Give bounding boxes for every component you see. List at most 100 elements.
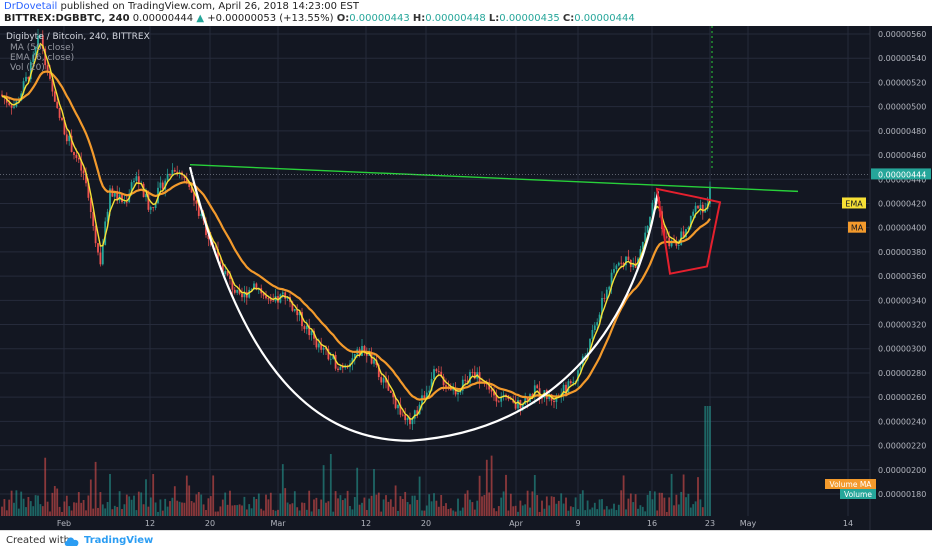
legend-ma[interactable]: MA (50, close) bbox=[10, 43, 74, 53]
time-tick-label: 12 bbox=[361, 519, 371, 528]
volume-bar bbox=[425, 505, 428, 516]
price-tick-label: 0.00000360 bbox=[878, 272, 926, 281]
candle-body bbox=[428, 390, 431, 393]
last-price-badge bbox=[871, 168, 931, 180]
candle-body bbox=[562, 384, 565, 395]
candle-body bbox=[709, 186, 711, 204]
volume-badge bbox=[825, 479, 876, 489]
volume-bar bbox=[44, 457, 47, 516]
handle-pennant[interactable] bbox=[655, 187, 722, 275]
volume-bar bbox=[207, 498, 210, 516]
candle-body bbox=[46, 65, 49, 72]
candle-body bbox=[25, 76, 27, 82]
time-ticks: Feb 12 20 Mar 12 20 Apr 9 16 23 May 14 bbox=[57, 519, 853, 528]
volume-bar bbox=[605, 506, 608, 516]
volume-bar bbox=[25, 507, 27, 516]
candle-body bbox=[193, 192, 195, 201]
candle-body bbox=[682, 231, 685, 238]
candle-body bbox=[579, 366, 582, 371]
candle-body bbox=[317, 343, 320, 348]
volume-bar bbox=[454, 511, 457, 516]
volume-bar bbox=[159, 499, 162, 516]
candle-body bbox=[219, 261, 222, 264]
time-tick-label: Mar bbox=[270, 519, 286, 528]
volume-bar bbox=[517, 511, 519, 516]
candle-body bbox=[298, 312, 301, 316]
candle-body bbox=[694, 205, 697, 212]
volume-bar bbox=[70, 510, 73, 516]
candle-body bbox=[320, 343, 323, 350]
volume-bar bbox=[689, 507, 692, 516]
candle-body bbox=[329, 358, 332, 360]
last-price-badge-label: 0.00000444 bbox=[878, 170, 926, 179]
candle-body bbox=[125, 201, 128, 203]
price-tick-label: 0.00000200 bbox=[878, 466, 926, 475]
candle-body bbox=[577, 370, 579, 382]
volume-bar bbox=[310, 511, 313, 516]
volume-bar bbox=[656, 510, 659, 516]
candle-body bbox=[39, 35, 42, 37]
price-scale[interactable] bbox=[870, 26, 932, 530]
volume-bar bbox=[397, 510, 399, 516]
volume-badge-label: Volume bbox=[844, 490, 872, 499]
candle-body bbox=[473, 372, 476, 379]
volume-bar bbox=[171, 497, 174, 516]
ohlc-line: BITTREX:DGBBTC, 240 0.00000444 ▲ +0.0000… bbox=[4, 13, 635, 24]
volume-bar bbox=[531, 491, 534, 516]
resistance-trendline[interactable] bbox=[189, 164, 799, 193]
volume-bar bbox=[344, 498, 347, 516]
volume-bar bbox=[706, 406, 709, 516]
volume-bar bbox=[10, 490, 13, 516]
candle-body bbox=[572, 381, 575, 384]
candle-body bbox=[272, 300, 275, 302]
volume-bar bbox=[243, 496, 246, 516]
candle-body bbox=[188, 182, 191, 187]
legend-ema[interactable]: EMA (6, close) bbox=[10, 53, 74, 63]
candle-body bbox=[85, 173, 87, 184]
volume-bar bbox=[61, 511, 63, 516]
volume-bar bbox=[224, 492, 227, 516]
candle-body bbox=[497, 401, 500, 403]
candle-body bbox=[459, 390, 462, 393]
candle-body bbox=[673, 240, 675, 242]
volume-bar bbox=[399, 496, 402, 516]
price-chart[interactable]: 0.00000560 0.00000540 0.00000520 0.00000500… bbox=[0, 26, 932, 530]
volume-bar bbox=[147, 506, 150, 516]
volume-bar bbox=[142, 504, 145, 516]
candle-body bbox=[241, 293, 243, 298]
price-tick-label: 0.00000420 bbox=[878, 199, 926, 208]
cup-curve[interactable] bbox=[188, 166, 660, 442]
volume-bar bbox=[298, 510, 301, 516]
volume-bar bbox=[661, 492, 663, 516]
candle-body bbox=[433, 369, 435, 380]
volume-bar bbox=[646, 494, 649, 516]
candle-body bbox=[109, 188, 111, 212]
volume-bar bbox=[464, 493, 467, 516]
candle-body bbox=[303, 326, 306, 330]
candle-body bbox=[627, 256, 630, 260]
volume-bar bbox=[82, 500, 85, 516]
legend-vol[interactable]: Vol (20) bbox=[10, 63, 45, 73]
candle-body bbox=[322, 347, 325, 350]
volume-bar bbox=[680, 491, 683, 516]
candle-body bbox=[34, 47, 37, 55]
volume-bar bbox=[651, 499, 654, 516]
candle-body bbox=[701, 204, 704, 213]
volume-bar bbox=[682, 474, 685, 516]
candle-body bbox=[53, 91, 56, 102]
brand-link[interactable]: TradingView bbox=[84, 535, 154, 546]
volume-bar bbox=[644, 511, 647, 516]
candle-body bbox=[440, 371, 443, 377]
candle-body bbox=[541, 397, 543, 399]
candle-body bbox=[397, 404, 399, 409]
volume-bar bbox=[562, 503, 565, 516]
candle-body bbox=[435, 369, 438, 372]
author-link[interactable]: DrDovetail bbox=[4, 1, 58, 12]
volume-bar bbox=[629, 493, 632, 516]
volume-bar bbox=[111, 509, 114, 516]
volume-bar bbox=[653, 491, 656, 516]
candle-body bbox=[49, 71, 51, 79]
volume-bar bbox=[668, 497, 671, 516]
candle-body bbox=[13, 106, 15, 108]
candle-body bbox=[665, 236, 668, 238]
